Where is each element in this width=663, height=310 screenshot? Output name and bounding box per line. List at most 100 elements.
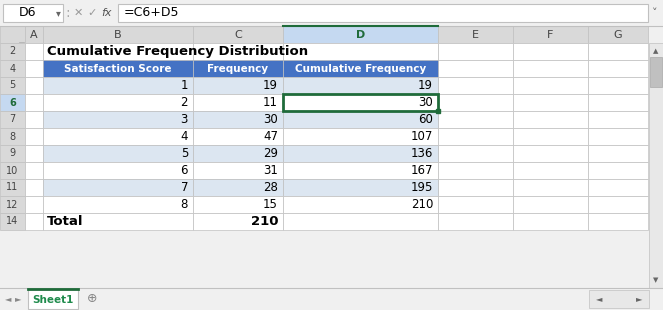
Text: Cumulative Frequency Distribution: Cumulative Frequency Distribution — [47, 45, 308, 58]
Text: 5: 5 — [9, 81, 16, 91]
Text: 15: 15 — [263, 198, 278, 211]
Bar — [25, 111, 43, 128]
Bar — [43, 128, 193, 145]
Text: 2: 2 — [180, 96, 188, 109]
Text: ▾: ▾ — [56, 8, 60, 18]
Bar — [0, 111, 25, 128]
Bar — [0, 0, 663, 26]
Bar — [43, 128, 193, 145]
Bar — [438, 196, 513, 213]
Text: 136: 136 — [410, 147, 433, 160]
Bar — [513, 128, 588, 145]
Bar — [438, 26, 513, 43]
Text: 19: 19 — [263, 79, 278, 92]
Bar — [193, 128, 283, 145]
Text: 4: 4 — [180, 130, 188, 143]
Bar — [283, 213, 438, 230]
Bar — [25, 162, 43, 179]
Text: Frequency: Frequency — [208, 64, 269, 73]
Bar — [513, 196, 588, 213]
Text: ✕: ✕ — [74, 8, 83, 18]
Bar — [436, 109, 440, 113]
Bar — [283, 94, 438, 111]
Text: 19: 19 — [418, 79, 433, 92]
Text: 4: 4 — [9, 64, 15, 73]
Bar — [193, 94, 283, 111]
Text: D6: D6 — [19, 7, 36, 20]
Text: :: : — [66, 6, 70, 20]
Bar — [513, 26, 588, 43]
Bar — [283, 94, 438, 111]
Bar — [438, 179, 513, 196]
Bar — [513, 162, 588, 179]
Bar — [588, 145, 648, 162]
Bar — [283, 162, 438, 179]
Bar — [25, 26, 43, 43]
Bar — [43, 60, 193, 77]
Bar — [25, 128, 43, 145]
Bar — [438, 162, 513, 179]
Bar — [438, 111, 513, 128]
Bar — [513, 179, 588, 196]
Bar — [193, 60, 283, 77]
Text: 6: 6 — [9, 98, 16, 108]
Bar — [283, 60, 438, 77]
Text: Total: Total — [47, 215, 84, 228]
Bar — [193, 179, 283, 196]
Text: ⊕: ⊕ — [87, 293, 97, 305]
Text: 5: 5 — [180, 147, 188, 160]
Bar — [283, 145, 438, 162]
Text: ▲: ▲ — [653, 48, 658, 54]
Bar — [513, 77, 588, 94]
Bar — [0, 26, 25, 43]
Text: Cumulative Frequency: Cumulative Frequency — [295, 64, 426, 73]
Bar — [0, 288, 663, 310]
Bar — [588, 213, 648, 230]
Bar — [193, 128, 283, 145]
Text: 14: 14 — [7, 216, 19, 227]
Text: 8: 8 — [180, 198, 188, 211]
Bar — [283, 43, 438, 60]
Bar — [513, 60, 588, 77]
Bar — [513, 213, 588, 230]
Bar — [588, 111, 648, 128]
Text: 2: 2 — [9, 46, 16, 56]
Bar — [43, 77, 193, 94]
Bar — [193, 196, 283, 213]
Bar — [43, 60, 193, 77]
Bar — [283, 111, 438, 128]
Text: 11: 11 — [263, 96, 278, 109]
Bar — [438, 77, 513, 94]
Bar — [588, 26, 648, 43]
Bar — [0, 162, 25, 179]
Bar — [193, 179, 283, 196]
Text: 30: 30 — [263, 113, 278, 126]
Text: 8: 8 — [9, 131, 15, 141]
Bar — [193, 60, 283, 77]
Text: 1: 1 — [180, 79, 188, 92]
Bar — [283, 196, 438, 213]
Bar — [25, 77, 43, 94]
Text: 29: 29 — [263, 147, 278, 160]
Text: 47: 47 — [263, 130, 278, 143]
Bar — [0, 145, 25, 162]
Bar — [588, 196, 648, 213]
Text: 10: 10 — [7, 166, 19, 175]
Bar — [193, 77, 283, 94]
Text: ►: ► — [636, 294, 642, 303]
Bar — [25, 145, 43, 162]
Text: 30: 30 — [418, 96, 433, 109]
Bar — [438, 94, 513, 111]
Text: C: C — [234, 29, 242, 39]
Bar — [193, 111, 283, 128]
Bar — [43, 179, 193, 196]
Bar — [283, 26, 438, 43]
Bar — [0, 179, 25, 196]
Text: 12: 12 — [7, 200, 19, 210]
Bar — [43, 94, 193, 111]
Bar — [0, 196, 25, 213]
Text: ◄: ◄ — [596, 294, 602, 303]
Bar — [25, 60, 43, 77]
Bar — [193, 111, 283, 128]
Text: 210: 210 — [251, 215, 278, 228]
